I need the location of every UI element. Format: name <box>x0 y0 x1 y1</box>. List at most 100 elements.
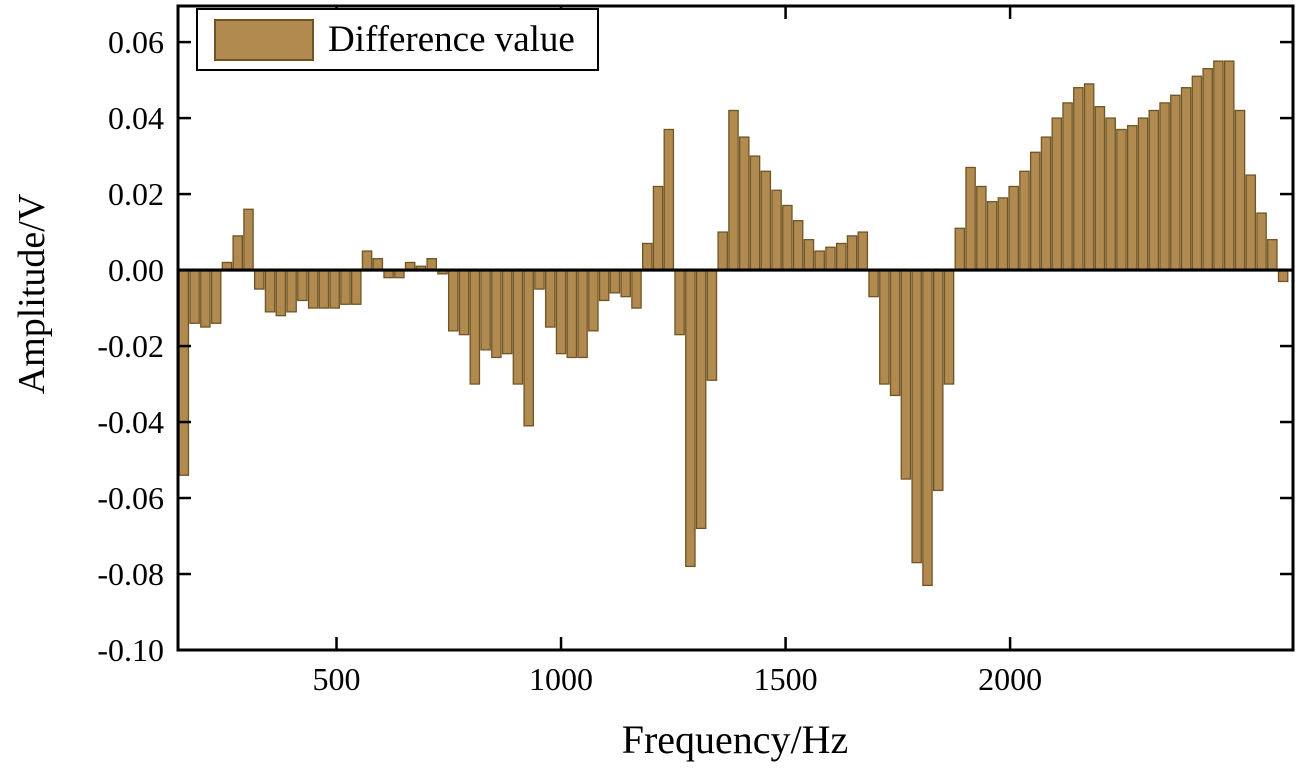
bar <box>868 269 879 298</box>
bar <box>1073 87 1084 271</box>
bar <box>544 269 556 328</box>
bar <box>210 269 222 324</box>
bar <box>943 269 955 385</box>
bar <box>1008 185 1019 271</box>
bar <box>997 197 1009 271</box>
bar <box>491 269 502 359</box>
bar <box>965 166 976 271</box>
bar <box>631 269 642 309</box>
bar <box>652 185 664 271</box>
bar <box>738 136 750 271</box>
x-tick-label: 1000 <box>529 661 593 697</box>
bar <box>1159 102 1170 271</box>
bar <box>728 109 739 271</box>
y-tick-label: 0.02 <box>108 176 164 212</box>
bar <box>329 269 341 309</box>
bar <box>976 185 987 271</box>
bar <box>469 269 481 385</box>
bar <box>674 269 685 336</box>
bar <box>749 155 761 271</box>
x-tick-label: 500 <box>313 661 361 697</box>
bar <box>350 269 362 305</box>
bar <box>523 269 535 427</box>
bar <box>447 269 459 332</box>
bar <box>1245 174 1257 271</box>
y-tick-label: -0.10 <box>97 632 164 668</box>
bar <box>1170 94 1181 271</box>
bar <box>1223 60 1235 271</box>
bar <box>534 269 545 290</box>
bar <box>771 189 782 271</box>
bar <box>1029 151 1041 271</box>
bar <box>189 269 200 324</box>
bar <box>264 269 276 313</box>
bar <box>577 269 588 359</box>
bar <box>243 208 254 271</box>
y-tick-label: -0.08 <box>97 556 164 592</box>
bar <box>1234 109 1246 271</box>
bar <box>1213 60 1224 271</box>
bar <box>641 242 653 271</box>
bar <box>792 220 804 271</box>
y-tick-label: 0.04 <box>108 100 164 136</box>
plot-box <box>176 4 1295 652</box>
y-axis-title: Amplitude/V <box>11 193 53 395</box>
bar <box>1277 269 1289 283</box>
bar <box>275 269 287 317</box>
y-tick-label: -0.04 <box>97 404 164 440</box>
bar <box>620 269 631 298</box>
bar <box>178 269 190 476</box>
bar <box>340 269 351 305</box>
bar <box>1202 68 1213 271</box>
bar <box>825 246 836 271</box>
bar <box>1116 128 1127 271</box>
bar <box>458 269 470 336</box>
bar <box>685 269 696 568</box>
bar <box>954 227 966 271</box>
bar <box>1062 102 1073 271</box>
bar <box>286 269 297 313</box>
x-axis-title: Frequency/Hz <box>621 717 849 762</box>
bar <box>911 269 922 564</box>
bar <box>695 269 707 530</box>
bar <box>986 201 998 271</box>
bar <box>566 269 578 359</box>
x-tick-label: 2000 <box>978 661 1042 697</box>
bar <box>760 170 772 271</box>
bar <box>501 269 513 355</box>
bar <box>803 239 815 271</box>
y-tick-label: -0.06 <box>97 480 164 516</box>
bar <box>480 269 491 351</box>
bar <box>307 269 319 309</box>
bar <box>706 269 718 381</box>
bar <box>1256 212 1267 271</box>
bar <box>372 258 384 271</box>
bar <box>200 269 211 328</box>
bar <box>297 269 308 302</box>
x-tick-label: 1500 <box>754 661 818 697</box>
bar <box>835 242 847 271</box>
bar <box>1148 109 1160 271</box>
bar <box>232 235 244 271</box>
bar <box>1105 117 1116 271</box>
bar <box>932 269 944 492</box>
bar <box>555 269 567 355</box>
bar <box>889 269 901 397</box>
legend-label: Difference value <box>328 19 575 60</box>
bar <box>609 269 621 294</box>
bar <box>846 235 858 271</box>
bar <box>1083 83 1095 271</box>
bar <box>588 269 599 332</box>
bar <box>663 128 675 271</box>
bar <box>361 250 373 271</box>
bar <box>318 269 330 309</box>
bar <box>900 269 912 480</box>
bar <box>598 269 610 302</box>
bar <box>1019 170 1030 271</box>
bar <box>426 258 437 271</box>
bar <box>1267 239 1278 271</box>
bar <box>1040 136 1052 271</box>
bar <box>782 204 793 271</box>
y-tick-label: 0.06 <box>108 24 164 60</box>
